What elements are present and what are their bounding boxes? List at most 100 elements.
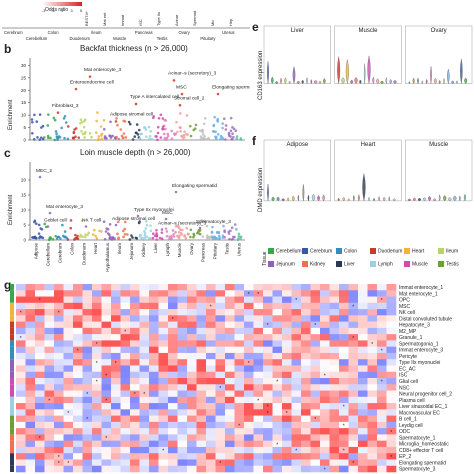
heatmap-cell (234, 396, 245, 404)
heatmap-cell (35, 365, 45, 373)
data-point (192, 128, 196, 132)
heatmap-cell (168, 459, 178, 467)
heatmap-cell (44, 378, 55, 385)
heatmap-cell (177, 315, 188, 322)
heatmap-cell (282, 390, 292, 398)
heatmap-cell (348, 309, 359, 316)
heatmap-cell (54, 434, 64, 441)
row-side-color (10, 290, 14, 297)
heatmap-cell (367, 440, 378, 448)
heatmap-cell (244, 315, 254, 322)
heatmap-cell (244, 453, 254, 460)
data-point (77, 136, 81, 139)
data-point (108, 134, 111, 137)
heatmap-cell (16, 415, 26, 423)
heatmap-cell (377, 359, 387, 366)
violin (451, 80, 454, 84)
heatmap-cell (253, 390, 264, 398)
data-point (116, 220, 120, 224)
heatmap-cell (253, 403, 264, 410)
heatmap-cell (358, 302, 368, 310)
heatmap-cell (44, 403, 55, 410)
heatmap-cell (263, 296, 273, 304)
point-annotation: Spermatocyte_3 (196, 219, 231, 225)
data-point (114, 223, 118, 227)
data-point (189, 124, 192, 128)
heatmap-cell (196, 290, 207, 297)
heatmap-cell (63, 459, 74, 467)
heatmap-cell (130, 428, 140, 435)
heatmap-cell (358, 421, 368, 429)
heatmap-cell (215, 346, 226, 354)
heatmap-cell (73, 465, 83, 473)
heatmap-cell (225, 365, 235, 373)
heatmap-cell (367, 428, 378, 435)
heatmap-cell (329, 315, 340, 322)
heatmap-cell (92, 403, 102, 410)
heatmap-cell (358, 352, 368, 360)
heatmap-cell (310, 403, 321, 410)
heatmap-cell (168, 359, 178, 366)
heatmap-cell (253, 440, 264, 448)
significance-star: * (352, 461, 354, 467)
heatmap-cell (111, 346, 121, 354)
heatmap-cell (149, 371, 159, 379)
heatmap-cell (82, 409, 93, 416)
heatmap-cell (329, 371, 340, 379)
heatmap-cell (358, 315, 368, 322)
heatmap-cell (54, 302, 64, 310)
heatmap-cell (263, 384, 273, 391)
data-point (176, 130, 179, 134)
heatmap-cell (301, 365, 311, 373)
data-point (175, 120, 178, 124)
heatmap-cell (82, 302, 93, 310)
row-side-color (10, 390, 14, 397)
heatmap-cell (101, 340, 112, 347)
heatmap-cell (139, 359, 150, 366)
heatmap-cell (206, 403, 216, 410)
violin-group-title: Heart (361, 142, 376, 148)
heatmap-cell (187, 284, 197, 291)
data-point (168, 235, 171, 238)
violin (464, 77, 468, 84)
heatmap-cell (16, 384, 26, 391)
heatmap-cell (149, 459, 159, 467)
heatmap-cell (25, 421, 36, 429)
data-point (84, 233, 87, 236)
heatmap-cell (377, 434, 387, 441)
heatmap-cell (139, 371, 150, 379)
heatmap-row-label: Distal convoluted tubule (399, 316, 452, 322)
heatmap-cell (120, 309, 131, 316)
heatmap-cell (158, 352, 169, 360)
heatmap-cell (130, 315, 140, 322)
data-point (31, 132, 34, 135)
heatmap-cell (63, 309, 74, 316)
heatmap-cell (158, 396, 169, 404)
row-side-color (10, 359, 14, 366)
heatmap-cell (272, 352, 283, 360)
heatmap-cell (282, 440, 292, 448)
data-point (117, 137, 121, 141)
heatmap-cell (339, 296, 349, 304)
legend-label: Heart (412, 248, 425, 255)
heatmap-cell (139, 415, 150, 423)
heatmap-cell (253, 290, 264, 297)
significance-star: * (324, 373, 326, 379)
heatmap-cell (149, 334, 159, 341)
heatmap-cell (168, 396, 178, 404)
heatmap-cell (377, 302, 387, 310)
data-point (108, 222, 112, 226)
heatmap-cell (301, 359, 311, 366)
odds-ratio-label: Odds ratio (45, 7, 69, 13)
heatmap-cell (234, 384, 245, 391)
legend-item: Muscle (404, 261, 428, 267)
data-point (205, 236, 209, 240)
heatmap-cell (158, 302, 169, 310)
data-point (74, 87, 78, 91)
heatmap-cell (73, 446, 83, 454)
heatmap-cell (386, 459, 397, 467)
heatmap-cell (92, 396, 102, 404)
legend-item: Liver (336, 261, 355, 267)
heatmap-cell (234, 340, 245, 347)
heatmap-cell (263, 321, 273, 329)
